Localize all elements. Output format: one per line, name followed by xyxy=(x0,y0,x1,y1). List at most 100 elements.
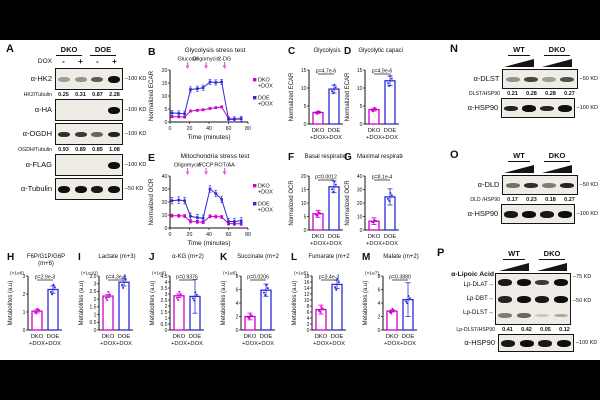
data-point xyxy=(239,117,243,121)
blot-band xyxy=(535,295,550,303)
blot-box xyxy=(502,69,578,89)
data-point xyxy=(332,92,335,95)
mw-marker: –100 KD xyxy=(576,211,598,217)
blot-lane xyxy=(515,295,534,303)
antibody-label: α-FLAG xyxy=(25,160,52,169)
mw-marker: –100 KD xyxy=(576,105,598,111)
x-category-label: +DOX xyxy=(326,241,342,247)
panel-p: P WT DKO α-Lipoic Acid Lp-DLAT→ Lp-DBT→ Lp-DL… xyxy=(437,248,600,354)
blot-lane xyxy=(552,295,571,303)
legend-label: DOE xyxy=(258,95,270,101)
axis-scale-label: (×1e7) xyxy=(365,271,379,277)
dose-ramp-icon xyxy=(504,59,534,67)
quant-value: 0.42 xyxy=(521,327,532,333)
p-value-label: p=2.9e-3 xyxy=(35,275,56,281)
blot-row: α-HSP90 –100 KD xyxy=(450,204,598,224)
panel-letter: N xyxy=(450,43,458,55)
y-tick-label: 0 xyxy=(236,328,239,334)
glycolysis-stress-chart: B Glycolysis stress test GlucoseOligomycin… xyxy=(148,46,273,141)
blot-lane xyxy=(522,182,540,188)
blot-lane xyxy=(533,313,552,318)
quant-value: 0.21 xyxy=(507,91,518,97)
blot-band xyxy=(516,278,531,286)
ramp-cell xyxy=(500,164,538,173)
x-category-label: +DOX xyxy=(366,241,382,247)
x-category-label: DKO xyxy=(312,128,325,134)
panel-f: F Basal respiration 0 5 10 15 20 Normalized OCR… xyxy=(287,150,349,263)
data-point xyxy=(392,309,395,312)
blot-band xyxy=(498,295,513,303)
panel-d: D Glycolytic capacity 0 5 10 15 Normalized ECA… xyxy=(343,44,408,157)
series-line xyxy=(171,215,242,225)
blot-band xyxy=(523,182,538,188)
data-point xyxy=(170,111,174,115)
blot-lane xyxy=(106,131,123,137)
y-tick-label: 8 xyxy=(236,274,239,280)
blot-lane xyxy=(503,182,521,188)
x-category-label: DKO xyxy=(31,334,44,340)
data-point xyxy=(266,287,269,290)
y-tick-label: 5 xyxy=(165,107,168,113)
y-tick-label: 10 xyxy=(162,213,168,219)
data-point xyxy=(317,110,320,113)
dose-ramp-icon xyxy=(537,263,567,271)
dox-label: DOX xyxy=(37,58,52,65)
data-point xyxy=(124,278,127,281)
y-tick-label: 1.5 xyxy=(160,310,167,316)
blot-row: α-DLST –50 KD xyxy=(450,69,598,89)
x-tick-label: 20 xyxy=(187,126,193,132)
data-point xyxy=(373,219,376,222)
ramp-cell xyxy=(538,58,576,67)
blot-band xyxy=(539,210,554,218)
blot-o: WT DKO α-DLD –50 KD DLD /HSP90 0.17 0.23 0.18 0.… xyxy=(450,151,598,224)
y-tick-label: 30 xyxy=(162,187,168,193)
y-axis-label: Normalized ECAR xyxy=(148,70,155,121)
quant-value: 0.41 xyxy=(502,327,513,333)
ramp-row xyxy=(450,164,598,173)
data-point xyxy=(208,80,212,84)
group-label-text: DOE xyxy=(89,45,117,56)
quant-value: 0.25 xyxy=(58,92,69,98)
blot-band xyxy=(556,339,571,347)
y-tick-label: 1.5 xyxy=(89,305,96,311)
y-tick-label: 4 xyxy=(307,316,310,322)
blot-band xyxy=(505,76,520,82)
y-tick-label: 0 xyxy=(304,122,307,128)
blot-row: α-HSP90 –100 KD xyxy=(450,98,598,118)
group-label-text: DKO xyxy=(55,45,83,56)
blot-band xyxy=(107,185,120,193)
blot-lane xyxy=(536,339,555,347)
y-tick-label: 10 xyxy=(357,214,363,220)
series-line xyxy=(171,188,242,222)
x-tick-label: 0 xyxy=(169,126,172,132)
panel-b: B Glycolysis stress test Glucose Oligomycin… xyxy=(146,44,286,155)
y-tick-label: 3.5 xyxy=(160,286,167,292)
y-tick-label: 4 xyxy=(165,280,168,286)
data-point xyxy=(36,307,39,310)
blot-lane xyxy=(522,76,540,82)
x-category-label: +DOX xyxy=(29,341,45,347)
data-point xyxy=(208,215,212,218)
mw-marker: –75 KD xyxy=(573,274,592,280)
y-tick-label: 20 xyxy=(357,201,363,207)
quant-label: HK2/Tubulin xyxy=(23,92,52,98)
mw-marker: –100 KD xyxy=(125,76,147,82)
x-category-label: +DOX xyxy=(310,135,326,141)
data-point xyxy=(106,299,109,302)
blot-band xyxy=(504,105,519,111)
data-point xyxy=(372,221,375,224)
data-point xyxy=(227,220,230,223)
legend-label: +DOX xyxy=(258,207,273,213)
data-point xyxy=(189,88,192,91)
data-point xyxy=(264,293,267,296)
group-label: DOE xyxy=(86,45,120,56)
blot-lane xyxy=(538,210,556,218)
y-tick-label: 15 xyxy=(301,187,307,193)
legend-label: +DOX xyxy=(258,83,273,89)
y-tick-label: 10 xyxy=(357,86,363,92)
data-point xyxy=(318,309,320,312)
quant-row: DLST/HSP90 0.21 0.28 0.28 0.27 xyxy=(450,91,598,97)
axis-scale-label: (×1e10) xyxy=(81,271,98,277)
y-tick-label: 3 xyxy=(23,274,26,280)
